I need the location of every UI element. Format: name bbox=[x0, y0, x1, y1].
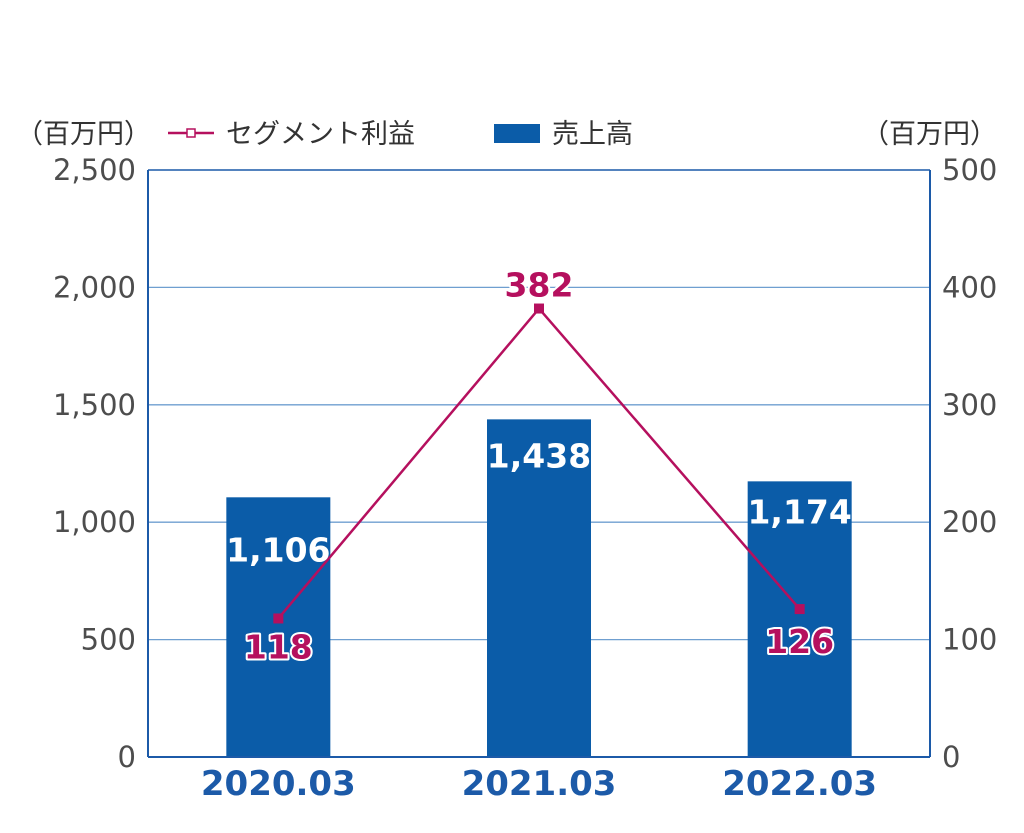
legend-line-label: セグメント利益 bbox=[226, 119, 415, 150]
line-series bbox=[273, 303, 805, 624]
left-tick-label: 1,000 bbox=[53, 505, 136, 539]
line-point-2022.03 bbox=[794, 604, 805, 615]
legend-bar-swatch bbox=[494, 124, 540, 143]
line-value-label: 126 bbox=[765, 622, 834, 661]
bar-series bbox=[226, 419, 852, 757]
right-tick-label: 400 bbox=[942, 270, 997, 304]
right-tick-label: 500 bbox=[942, 153, 997, 187]
bar-value-label: 1,174 bbox=[747, 492, 851, 531]
line-point-2020.03 bbox=[273, 613, 284, 624]
tick-labels: 0 500 1,000 1,500 2,000 2,500 0 100 200 300 400 500… bbox=[53, 153, 997, 804]
x-tick-label: 2021.03 bbox=[462, 764, 617, 804]
legend-bar-label: 売上高 bbox=[552, 119, 633, 150]
axes bbox=[147, 169, 931, 758]
x-tick-label: 2022.03 bbox=[722, 764, 877, 804]
left-tick-label: 500 bbox=[81, 623, 136, 657]
bar-2021.03 bbox=[487, 419, 591, 757]
bar-value-label: 1,106 bbox=[226, 530, 330, 569]
bar-2020.03 bbox=[226, 497, 331, 757]
line-point-2021.03 bbox=[534, 303, 544, 314]
x-tick-label: 2020.03 bbox=[201, 764, 356, 804]
line-value-label: 118 bbox=[244, 627, 313, 666]
right-tick-label: 100 bbox=[942, 623, 997, 657]
left-tick-label: 1,500 bbox=[53, 388, 136, 422]
left-tick-label: 2,500 bbox=[53, 153, 136, 187]
left-tick-label: 2,000 bbox=[53, 270, 136, 304]
right-tick-label: 300 bbox=[942, 388, 997, 422]
right-tick-label: 200 bbox=[942, 505, 997, 539]
data-labels: 1,106 1,438 1,174 118 382 126 bbox=[226, 264, 852, 669]
left-tick-label: 0 bbox=[118, 740, 136, 774]
bar-value-label: 1,438 bbox=[487, 436, 591, 475]
line-value-label: 382 bbox=[505, 266, 574, 305]
right-axis-unit: （百万円） bbox=[862, 119, 997, 150]
legend: セグメント利益 売上高 bbox=[168, 119, 633, 150]
right-tick-label: 0 bbox=[942, 740, 960, 774]
legend-line-marker bbox=[186, 128, 196, 138]
left-axis-unit: （百万円） bbox=[16, 119, 151, 150]
bar-2022.03 bbox=[747, 481, 852, 757]
